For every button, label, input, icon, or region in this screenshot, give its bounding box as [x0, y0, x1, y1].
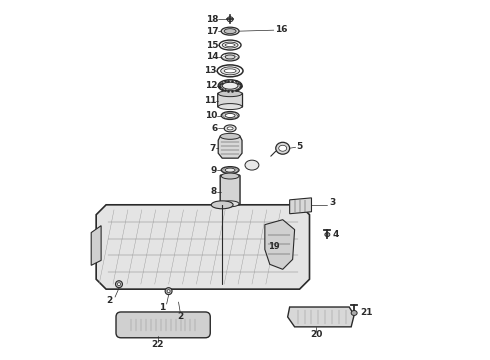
FancyBboxPatch shape	[220, 175, 240, 205]
Ellipse shape	[218, 104, 242, 109]
Text: 17: 17	[206, 27, 218, 36]
Text: 14: 14	[206, 53, 218, 62]
Text: 20: 20	[310, 330, 322, 339]
Ellipse shape	[221, 112, 239, 120]
Ellipse shape	[225, 168, 235, 172]
Ellipse shape	[225, 44, 235, 46]
Text: 10: 10	[205, 111, 217, 120]
Text: 9: 9	[211, 166, 217, 175]
Ellipse shape	[219, 40, 241, 50]
Ellipse shape	[221, 53, 239, 61]
Ellipse shape	[227, 17, 233, 22]
Ellipse shape	[245, 160, 259, 170]
Text: 2: 2	[106, 296, 112, 305]
Text: 1: 1	[160, 302, 166, 311]
FancyBboxPatch shape	[218, 93, 243, 107]
Ellipse shape	[116, 281, 122, 288]
Text: 13: 13	[204, 66, 216, 75]
Polygon shape	[91, 226, 101, 265]
Ellipse shape	[211, 201, 233, 209]
Text: 15: 15	[206, 41, 218, 50]
FancyBboxPatch shape	[116, 312, 210, 338]
Ellipse shape	[220, 67, 240, 75]
Polygon shape	[265, 220, 294, 269]
Text: 7: 7	[210, 144, 216, 153]
Ellipse shape	[221, 201, 239, 207]
Text: 11: 11	[204, 96, 216, 105]
Text: 22: 22	[151, 340, 164, 349]
Ellipse shape	[224, 125, 236, 132]
Ellipse shape	[224, 69, 236, 73]
Polygon shape	[218, 136, 242, 158]
Ellipse shape	[227, 127, 233, 130]
Ellipse shape	[276, 142, 290, 154]
Ellipse shape	[225, 55, 235, 59]
Ellipse shape	[218, 80, 242, 92]
Ellipse shape	[325, 233, 330, 237]
Ellipse shape	[222, 82, 238, 89]
Text: 6: 6	[212, 124, 218, 133]
Ellipse shape	[218, 91, 242, 96]
Ellipse shape	[217, 65, 243, 77]
Text: 8: 8	[211, 188, 217, 197]
Text: 4: 4	[332, 230, 339, 239]
Ellipse shape	[225, 113, 235, 117]
Text: 3: 3	[329, 198, 336, 207]
Text: 18: 18	[206, 15, 218, 24]
Text: 12: 12	[205, 81, 217, 90]
Ellipse shape	[167, 290, 170, 293]
Ellipse shape	[221, 27, 239, 35]
Ellipse shape	[224, 29, 236, 33]
Ellipse shape	[221, 167, 239, 174]
Text: 5: 5	[296, 142, 303, 151]
Ellipse shape	[165, 288, 172, 294]
Text: 19: 19	[268, 242, 279, 251]
Ellipse shape	[351, 310, 357, 315]
Polygon shape	[288, 307, 354, 327]
Ellipse shape	[220, 133, 240, 139]
Polygon shape	[290, 198, 312, 214]
Ellipse shape	[279, 145, 287, 151]
Text: 21: 21	[360, 309, 372, 318]
Polygon shape	[96, 205, 310, 289]
Ellipse shape	[221, 173, 239, 179]
Text: 2: 2	[177, 312, 184, 321]
Ellipse shape	[222, 42, 238, 48]
Ellipse shape	[118, 283, 121, 286]
Text: 16: 16	[275, 25, 287, 34]
